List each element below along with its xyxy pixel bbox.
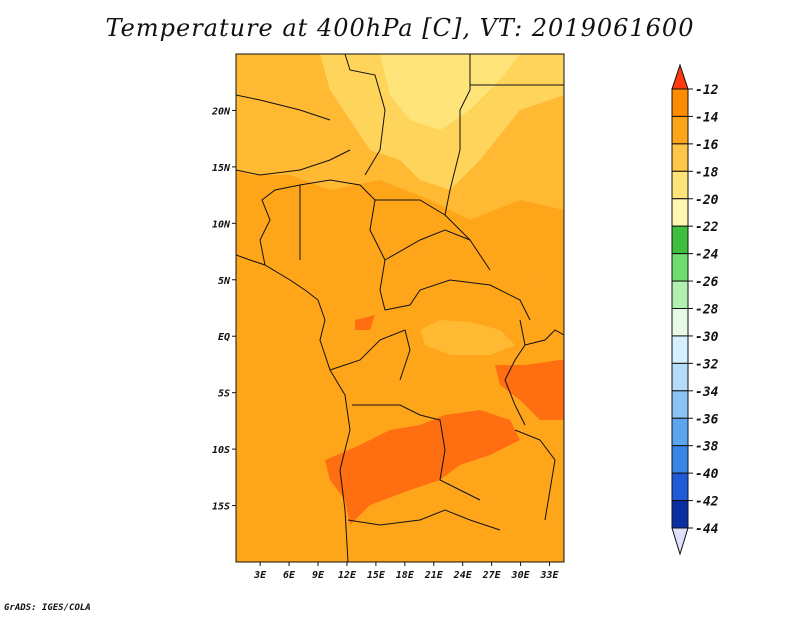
colorbar-label: -28 (695, 303, 719, 318)
colorbar-segment (671, 143, 689, 172)
colorbar-segment (671, 225, 689, 255)
colorbar-label: -30 (695, 330, 719, 345)
colorbar-label: -38 (695, 440, 719, 455)
temperature-field (236, 54, 564, 562)
x-axis: 3E 6E 9E 12E 15E 18E 21E 24E 27E 30E 33E (253, 562, 560, 581)
colorbar-segment (671, 88, 689, 117)
x-tick-label: 12E (338, 570, 357, 581)
x-tick-label: 30E (511, 570, 531, 581)
y-tick-label: 10N (212, 219, 231, 230)
map-title: Temperature at 400hPa [C], VT: 201906160… (105, 14, 695, 42)
x-tick-label: 3E (253, 570, 267, 581)
y-tick-label: 20N (211, 106, 231, 117)
colorbar-label: -42 (695, 495, 719, 510)
colorbar-bottom-arrow (671, 527, 689, 556)
colorbar-label: -26 (695, 275, 719, 290)
colorbar-label: -40 (695, 467, 719, 482)
x-tick-label: 24E (453, 570, 473, 581)
x-tick-label: 6E (283, 570, 296, 581)
colorbar-segment (671, 417, 689, 447)
colorbar-segment (671, 445, 689, 474)
colorbar-label: -16 (695, 138, 719, 153)
y-tick-label: 5S (218, 389, 230, 400)
country-boundaries (236, 54, 564, 562)
y-tick-label: 10S (212, 445, 230, 456)
x-tick-label: 33E (539, 570, 559, 581)
colorbar-segment (671, 335, 689, 364)
x-tick-label: 15E (367, 570, 386, 581)
x-tick-label: 27E (482, 570, 502, 581)
x-tick-label: 18E (396, 570, 415, 581)
colorbar-label: -44 (695, 522, 719, 537)
colorbar-segment (671, 198, 689, 227)
colorbar-segment (671, 170, 689, 200)
map-frame (235, 53, 565, 563)
y-tick-label: 15N (212, 163, 231, 174)
colorbar: -12 -14 -16 -18 -20 -22 -24 -26 -28 -30 -32 -34 -36 -… (671, 63, 719, 556)
colorbar-label: -36 (695, 412, 719, 427)
colorbar-segment (671, 115, 689, 145)
colorbar-segment (671, 308, 689, 337)
colorbar-label: -24 (695, 248, 719, 263)
y-tick-label: EQ (218, 332, 230, 343)
colorbar-top-arrow (671, 63, 689, 90)
credit-label: GrADS: IGES/COLA (4, 603, 91, 613)
colorbar-label: -20 (695, 193, 719, 208)
colorbar-segment (671, 280, 689, 309)
colorbar-segment (671, 362, 689, 392)
colorbar-label: -34 (695, 385, 719, 400)
colorbar-segment (671, 390, 689, 419)
colorbar-label: -22 (695, 220, 719, 235)
colorbar-label: -18 (695, 165, 719, 180)
y-axis: 20N 15N 10N 5N EQ 5S 10S 15S (211, 106, 236, 513)
x-tick-label: 9E (312, 570, 325, 581)
colorbar-label: -14 (695, 110, 719, 125)
colorbar-segment (671, 472, 689, 502)
colorbar-label: -32 (695, 357, 719, 372)
y-tick-label: 5N (218, 276, 231, 287)
colorbar-label: -12 (695, 83, 719, 98)
y-tick-label: 15S (212, 502, 230, 513)
colorbar-segment (671, 500, 689, 529)
x-tick-label: 21E (424, 570, 444, 581)
colorbar-segment (671, 253, 689, 282)
